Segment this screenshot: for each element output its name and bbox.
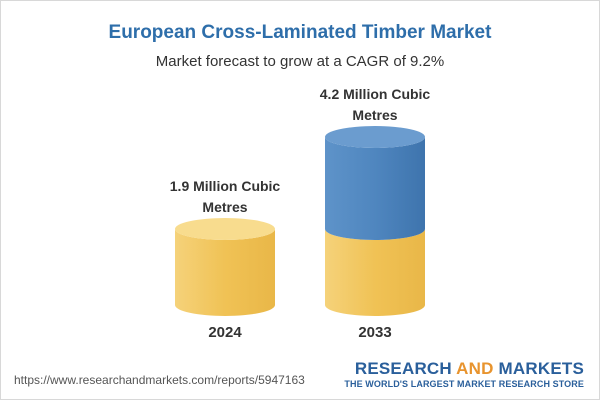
chart-title: European Cross-Laminated Timber Market xyxy=(108,22,492,43)
bar-2024 xyxy=(175,218,275,316)
bar-top xyxy=(325,126,425,148)
x-tick-label: 2033 xyxy=(358,324,391,341)
data-label: 1.9 Million Cubic Metres xyxy=(170,178,281,215)
chart-subtitle: Market forecast to grow at a CAGR of 9.2… xyxy=(155,53,445,70)
bar-body-gold xyxy=(175,229,275,316)
brand-name: RESEARCH AND MARKETS xyxy=(344,359,584,379)
brand-logo: RESEARCH AND MARKETS THE WORLD'S LARGEST… xyxy=(344,359,584,389)
bar-2033 xyxy=(325,126,425,316)
brand-name-part1: RESEARCH xyxy=(354,359,457,378)
brand-tagline: THE WORLD'S LARGEST MARKET RESEARCH STOR… xyxy=(344,379,584,389)
data-label: 4.2 Million Cubic Metres xyxy=(320,86,431,123)
brand-name-accent: AND xyxy=(456,359,494,378)
bar-body-gold xyxy=(325,229,425,316)
bar-body-blue xyxy=(325,137,425,240)
brand-name-part3: MARKETS xyxy=(493,359,584,378)
bar-top xyxy=(175,218,275,240)
x-tick-label: 2024 xyxy=(208,324,242,341)
source-url[interactable]: https://www.researchandmarkets.com/repor… xyxy=(14,373,305,387)
